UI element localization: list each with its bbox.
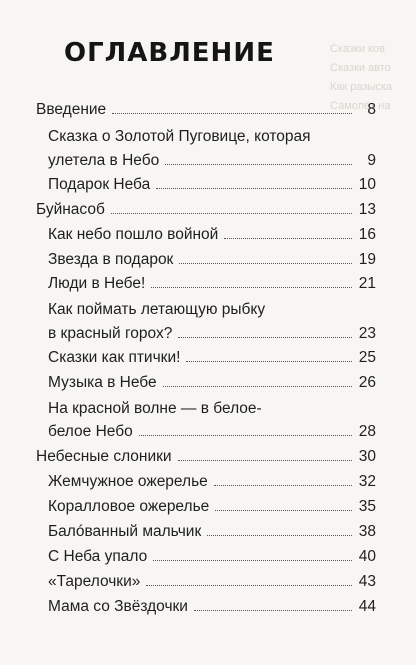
entry-title: «Тарелочки»: [48, 573, 141, 590]
entry-title: Коралловое ожерелье: [48, 498, 210, 515]
page-number: 25: [358, 349, 376, 366]
entry-title-cont: в красный горох?: [48, 325, 173, 342]
entry-title-cont: улетела в Небо: [48, 152, 160, 169]
page-number: 44: [358, 598, 376, 615]
dot-leader: [146, 585, 352, 586]
page-title: ОГЛАВЛЕНИЕ: [64, 38, 275, 68]
page-number: 19: [358, 251, 376, 268]
dot-leader: [213, 485, 352, 486]
dot-leader: [162, 386, 352, 387]
entry-title: Мама со Звёздочки: [48, 598, 188, 615]
page-number: 10: [358, 176, 376, 193]
page-number: 35: [358, 498, 376, 515]
toc-entry[interactable]: Звезда в подарок 19: [48, 250, 376, 270]
ghost-line: Как разыска: [330, 81, 393, 93]
dot-leader: [207, 535, 352, 536]
page-number: 40: [358, 548, 376, 565]
toc-entry[interactable]: Буйнасоб 13: [36, 200, 376, 220]
toc-entry[interactable]: белое Небо 28: [48, 422, 376, 442]
toc-entry[interactable]: в красный горох? 23: [48, 324, 376, 344]
ghost-line: Самолёт на: [330, 100, 391, 112]
entry-title: Сказки как птички!: [48, 349, 181, 366]
entry-title: Как небо пошло войной: [48, 226, 219, 243]
entry-title: Небесные слоники: [36, 448, 172, 465]
page-number: 16: [358, 226, 376, 243]
dot-leader: [151, 287, 352, 288]
dot-leader: [177, 460, 352, 461]
toc-entry[interactable]: Жемчужное ожерелье 32: [48, 472, 376, 492]
entry-title: Как поймать летающую рыбку: [48, 301, 266, 318]
dot-leader: [110, 213, 352, 214]
entry-title: Музыка в Небе: [48, 374, 157, 391]
page-number: 21: [358, 275, 376, 292]
entry-title: Буйнасоб: [36, 201, 105, 218]
dot-leader: [153, 560, 352, 561]
dot-leader: [165, 164, 352, 165]
dot-leader: [179, 263, 352, 264]
page-number: 30: [358, 448, 376, 465]
toc-entry[interactable]: улетела в Небо 9: [48, 151, 376, 171]
page-number: 13: [358, 201, 376, 218]
toc-entry[interactable]: Сказки как птички! 25: [48, 348, 376, 368]
dot-leader: [156, 188, 352, 189]
entry-title: Жемчужное ожерелье: [48, 473, 208, 490]
toc-entry[interactable]: Люди в Небе! 21: [48, 274, 376, 294]
entry-title-cont: белое Небо: [48, 423, 133, 440]
dot-leader: [186, 361, 352, 362]
toc-entry[interactable]: Коралловое ожерелье 35: [48, 497, 376, 517]
entry-title: Звезда в подарок: [48, 251, 174, 268]
toc-entry[interactable]: Балóванный мальчик 38: [48, 522, 376, 542]
toc-entry[interactable]: С Неба упало 40: [48, 547, 376, 567]
toc-entry[interactable]: Как небо пошло войной 16: [48, 225, 376, 245]
entry-title: Введение: [36, 101, 107, 118]
entry-title: Люди в Небе!: [48, 275, 146, 292]
entry-title: С Неба упало: [48, 548, 148, 565]
toc-entry[interactable]: Мама со Звёздочки 44: [48, 597, 376, 617]
dot-leader: [112, 113, 352, 114]
page-number: 8: [367, 101, 376, 118]
dot-leader: [215, 510, 352, 511]
entry-title: Сказка о Золотой Пуговице, которая: [48, 128, 311, 145]
toc-entry[interactable]: Небесные слоники 30: [36, 447, 376, 467]
bleed-through-text: Сказки ков Сказки авто Как разыска Самол…: [330, 40, 416, 116]
toc-entry[interactable]: Введение 8: [36, 100, 376, 120]
page-number: 26: [358, 374, 376, 391]
dot-leader: [224, 238, 352, 239]
dot-leader: [178, 337, 352, 338]
ghost-line: Сказки авто: [330, 62, 391, 74]
page-number: 32: [358, 473, 376, 490]
ghost-line: Сказки ков: [330, 43, 385, 55]
toc-entry[interactable]: Музыка в Небе 26: [48, 373, 376, 393]
toc-entry[interactable]: «Тарелочки» 43: [48, 572, 376, 592]
entry-title: Балóванный мальчик: [48, 523, 202, 540]
page-number: 9: [367, 152, 376, 169]
entry-title: Подарок Неба: [48, 176, 151, 193]
page-number: 28: [358, 423, 376, 440]
page-number: 38: [358, 523, 376, 540]
page-number: 43: [358, 573, 376, 590]
toc-entry[interactable]: Подарок Неба 10: [48, 175, 376, 195]
page-number: 23: [358, 325, 376, 342]
dot-leader: [193, 610, 352, 611]
dot-leader: [138, 435, 352, 436]
entry-title: На красной волне — в белое-: [48, 400, 262, 417]
